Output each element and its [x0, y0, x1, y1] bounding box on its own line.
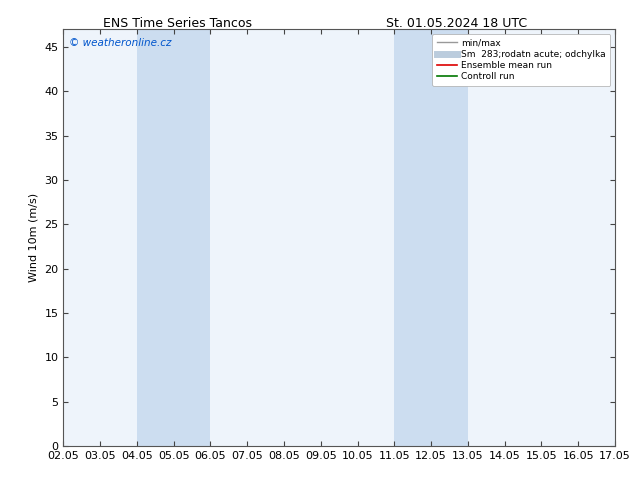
Bar [394, 29, 468, 446]
Bar [137, 29, 210, 446]
Legend: min/max, Sm  283;rodatn acute; odchylka, Ensemble mean run, Controll run: min/max, Sm 283;rodatn acute; odchylka, … [432, 34, 611, 86]
Text: © weatheronline.cz: © weatheronline.cz [69, 38, 171, 48]
Text: St. 01.05.2024 18 UTC: St. 01.05.2024 18 UTC [386, 17, 527, 30]
Y-axis label: Wind 10m (m/s): Wind 10m (m/s) [29, 193, 39, 282]
Text: ENS Time Series Tancos: ENS Time Series Tancos [103, 17, 252, 30]
